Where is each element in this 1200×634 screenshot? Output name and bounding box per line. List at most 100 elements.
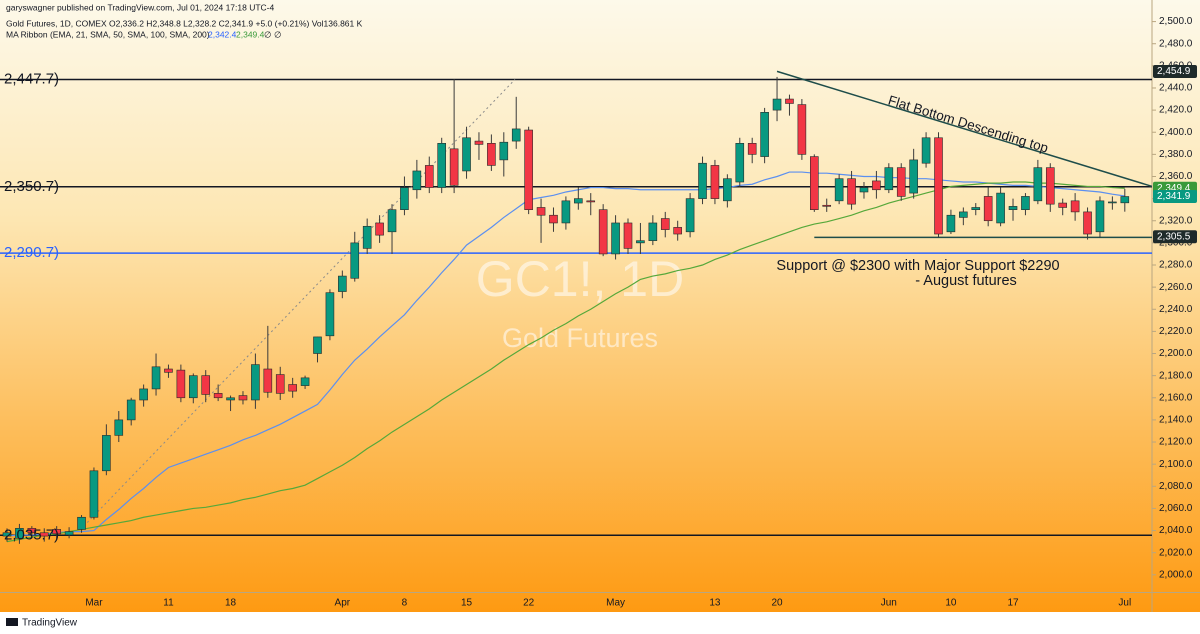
candle-body — [350, 242, 360, 279]
candle-body — [226, 397, 235, 401]
candle-body — [362, 225, 372, 249]
candle-body — [213, 393, 223, 399]
candle-body — [772, 98, 782, 111]
y-tick-label: 2,140.0 — [1159, 415, 1193, 426]
candle-body — [39, 532, 49, 537]
symbol-line: Gold Futures, 1D, COMEX O2,336.2 H2,348.… — [6, 18, 363, 28]
candle-body — [971, 207, 981, 210]
candle-body — [574, 198, 583, 204]
y-tick-label: 2,420.0 — [1159, 105, 1193, 116]
candle-body — [437, 143, 447, 188]
candle-body — [623, 222, 633, 249]
candle-body — [89, 470, 99, 518]
candle-body — [151, 366, 161, 390]
watermark-title: GC1!, 1D — [476, 251, 684, 307]
candle-body — [189, 375, 198, 399]
y-tick-label: 2,400.0 — [1159, 127, 1193, 138]
x-tick-label: 10 — [945, 598, 957, 609]
candle-body — [164, 368, 173, 373]
candle-body — [176, 369, 186, 399]
level-label: 2,350.7) — [4, 178, 59, 195]
footer-brand: TradingView — [22, 618, 78, 629]
candle-body — [648, 222, 658, 241]
candle-body — [126, 399, 136, 421]
candle-body — [747, 143, 757, 155]
candle-body — [462, 137, 471, 172]
candle-body — [1095, 200, 1105, 233]
candle-body — [1120, 196, 1130, 204]
x-tick-label: 13 — [709, 598, 721, 609]
candle-body — [313, 336, 322, 354]
candle-body — [275, 374, 285, 394]
candle-body — [77, 516, 86, 530]
candle-body — [511, 128, 521, 142]
y-tick-label: 2,080.0 — [1159, 481, 1193, 492]
candle-body — [412, 170, 422, 191]
footer-bar — [0, 612, 1200, 634]
ma-value: ∅ — [264, 29, 272, 39]
candle-body — [685, 198, 695, 233]
published-line: garyswagner published on TradingView.com… — [6, 2, 274, 12]
candle-body — [27, 528, 37, 534]
candle-body — [139, 388, 148, 401]
candle-body — [474, 140, 484, 145]
y-tick-label: 2,320.0 — [1159, 215, 1193, 226]
candle-body — [536, 207, 546, 216]
candle-body — [300, 377, 310, 386]
candle-body — [983, 196, 993, 222]
candle-body — [238, 395, 248, 401]
y-tick-label: 2,480.0 — [1159, 38, 1193, 49]
y-tick-label: 2,020.0 — [1159, 547, 1193, 558]
candle-body — [934, 137, 943, 235]
candle-body — [263, 368, 273, 393]
ma-value: ∅ — [274, 29, 282, 39]
y-tick-label: 2,000.0 — [1159, 569, 1193, 580]
candle-body — [797, 104, 807, 155]
candle-body — [1108, 201, 1117, 204]
annotation: - August futures — [915, 273, 1017, 289]
y-tick-label: 2,160.0 — [1159, 392, 1193, 403]
candle-body — [586, 200, 596, 203]
candle-body — [325, 292, 335, 337]
candle-body — [1083, 211, 1092, 235]
candle-body — [549, 214, 558, 224]
candle-body — [996, 192, 1005, 224]
candle-body — [15, 528, 24, 539]
candle-body — [896, 167, 906, 197]
x-tick-label: 15 — [461, 598, 473, 609]
watermark-subtitle: Gold Futures — [502, 323, 658, 353]
ma-value: 2,349.4 — [236, 29, 265, 39]
candle-body — [859, 187, 869, 193]
footer-logo — [6, 618, 18, 626]
candle-body — [424, 165, 434, 188]
annotation: Support @ $2300 with Major Support $2290 — [776, 258, 1059, 274]
x-tick-label: Jun — [881, 598, 897, 609]
candle-body — [946, 214, 956, 233]
candle-body — [1008, 206, 1018, 210]
x-tick-label: Jul — [1118, 598, 1131, 609]
candle-body — [785, 98, 794, 104]
candle-body — [723, 178, 732, 202]
candle-body — [673, 227, 682, 235]
candle-body — [114, 419, 124, 436]
candle-body — [338, 275, 347, 292]
candle-body — [52, 529, 61, 535]
y-tick-label: 2,380.0 — [1159, 149, 1193, 160]
candle-body — [102, 435, 111, 472]
trend-line — [776, 70, 1152, 188]
y-tick-label: 2,220.0 — [1159, 326, 1193, 337]
candle-body — [660, 218, 670, 230]
price-badge — [1153, 64, 1197, 78]
y-tick-label: 2,280.0 — [1159, 260, 1193, 271]
ma-line: MA Ribbon (EMA, 21, SMA, 50, SMA, 100, S… — [6, 29, 210, 39]
y-tick-label: 2,100.0 — [1159, 459, 1193, 470]
candle-body — [698, 162, 707, 199]
candle-body — [822, 204, 832, 207]
candle-body — [921, 137, 931, 164]
axes: 2,000.0 2,020.0 2,040.0 2,060.0 2,080.0 2,100… — [85, 16, 1197, 609]
price-badge — [1153, 190, 1197, 204]
candle-body — [387, 209, 397, 233]
candle-body — [809, 156, 819, 210]
